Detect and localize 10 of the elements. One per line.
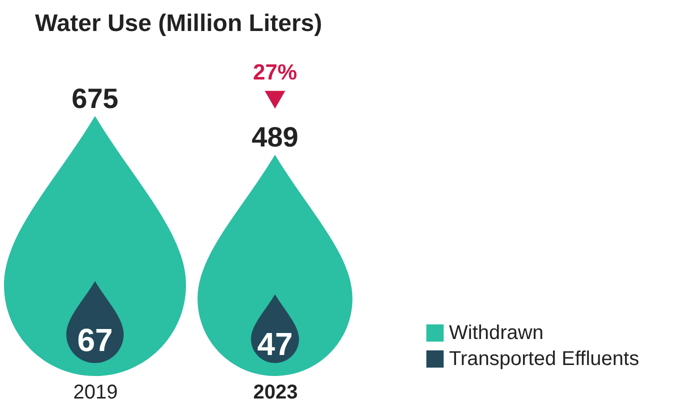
data-label: 67 [77,322,113,358]
text: 27% [252,60,298,85]
legend-label: Withdrawn [449,322,544,344]
data-label: 675 [72,83,118,114]
data-label: 489 [252,122,298,153]
data-label: 47 [257,326,293,362]
category-label: 2019 [73,382,118,404]
text: Water Use (Million Liters) [35,10,322,37]
category-label: 2023 [253,382,298,404]
legend-label: Transported Effluents [449,348,640,370]
